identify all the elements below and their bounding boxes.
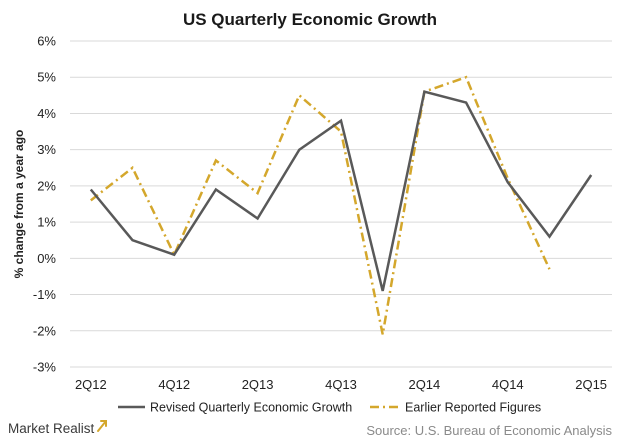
- y-tick-label: 4%: [37, 106, 56, 121]
- gridlines: [70, 40, 612, 368]
- legend-label-revised: Revised Quarterly Economic Growth: [150, 401, 352, 415]
- x-axis-ticks: 2Q12 4Q12 2Q13 4Q13 2Q14 4Q14 2Q15: [75, 377, 607, 392]
- y-axis-label: % change from a year ago: [12, 130, 26, 279]
- y-tick-label: 3%: [37, 142, 56, 157]
- y-tick-label: 6%: [37, 34, 56, 49]
- y-axis-ticks: -3% -2% -1% 0% 1% 2% 3% 4% 5% 6%: [33, 34, 57, 375]
- x-tick-label: 2Q14: [408, 377, 440, 392]
- y-tick-label: -3%: [33, 360, 57, 375]
- market-realist-logo: Market Realist: [8, 420, 107, 436]
- logo-arrow-icon: [97, 420, 107, 432]
- y-tick-label: -1%: [33, 287, 57, 302]
- series-lines: [89, 75, 593, 335]
- chart-title: US Quarterly Economic Growth: [183, 10, 437, 29]
- y-tick-label: 1%: [37, 215, 56, 230]
- series-line-earlier: [90, 75, 551, 335]
- logo-text: Market Realist: [8, 421, 95, 436]
- series-line-revised: [89, 90, 593, 292]
- legend-label-earlier: Earlier Reported Figures: [405, 401, 541, 415]
- y-tick-label: 5%: [37, 70, 56, 85]
- x-tick-label: 4Q13: [325, 377, 357, 392]
- x-tick-label: 2Q12: [75, 377, 107, 392]
- x-tick-label: 2Q13: [242, 377, 274, 392]
- x-tick-label: 4Q12: [158, 377, 190, 392]
- y-tick-label: -2%: [33, 323, 57, 338]
- y-tick-label: 0%: [37, 251, 56, 266]
- legend: Revised Quarterly Economic Growth Earlie…: [118, 401, 541, 415]
- y-tick-label: 2%: [37, 178, 56, 193]
- x-tick-label: 2Q15: [575, 377, 607, 392]
- x-tick-label: 4Q14: [492, 377, 524, 392]
- source-note: Source: U.S. Bureau of Economic Analysis: [366, 423, 612, 438]
